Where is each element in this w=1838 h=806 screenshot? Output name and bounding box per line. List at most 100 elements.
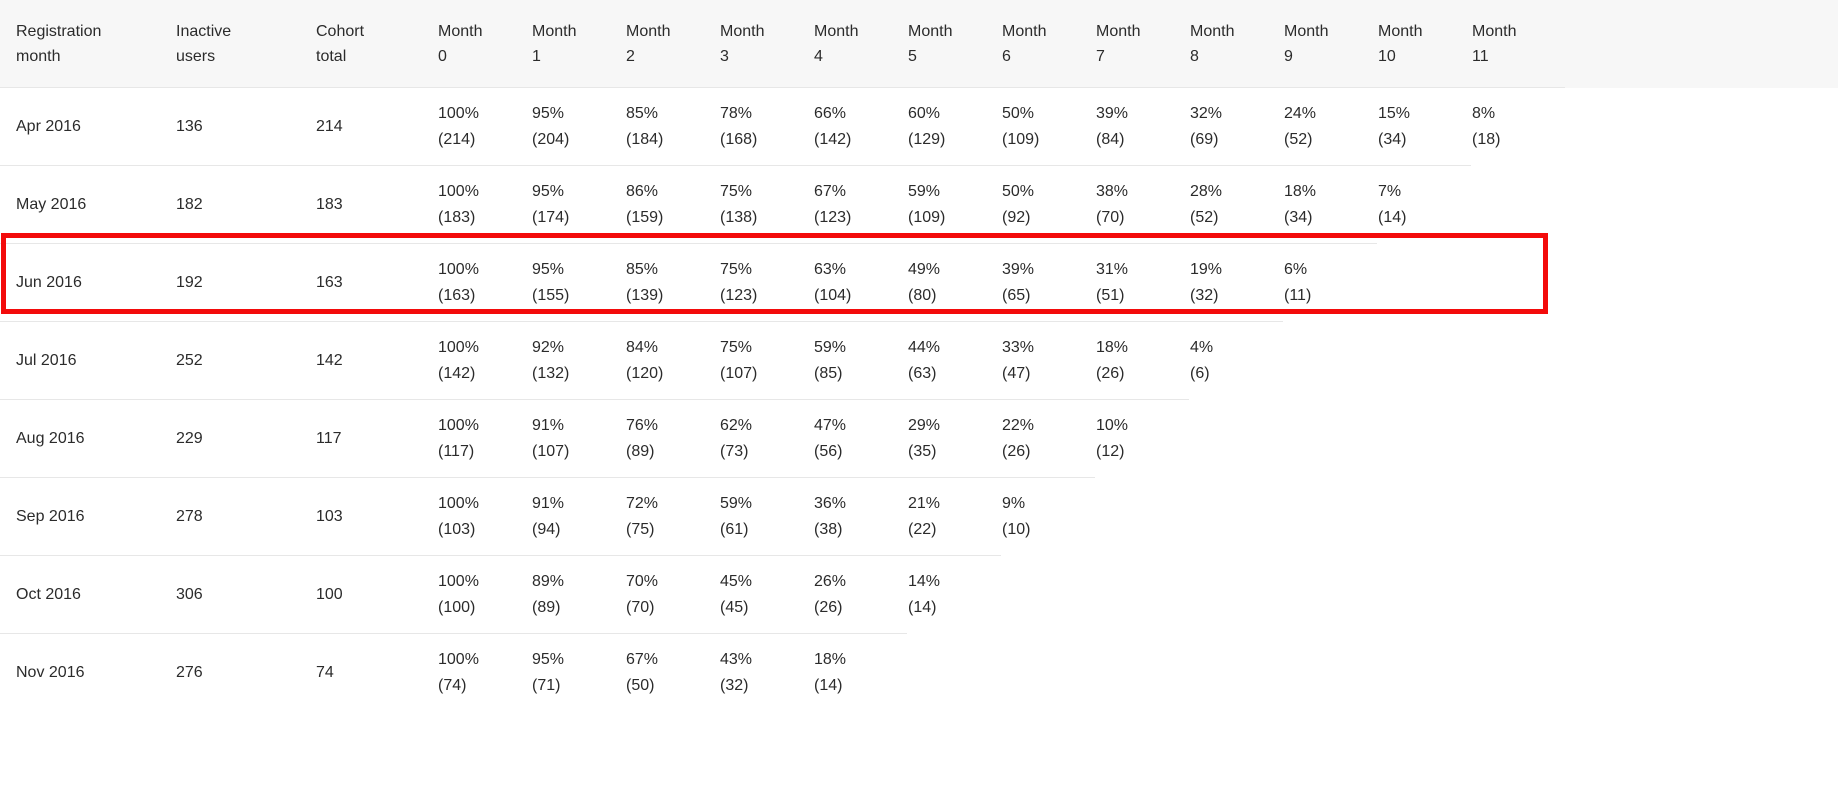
column-header: Month 7 bbox=[1095, 0, 1189, 88]
column-header: Inactive users bbox=[175, 0, 315, 88]
retention-cell: 75% (138) bbox=[719, 165, 813, 244]
inactive-users-cell: 276 bbox=[175, 633, 315, 711]
empty-cell bbox=[1471, 478, 1565, 556]
inactive-users-cell: 192 bbox=[175, 243, 315, 322]
retention-cell: 78% (168) bbox=[719, 87, 813, 166]
retention-cell: 26% (26) bbox=[813, 555, 907, 634]
empty-cell bbox=[1001, 556, 1095, 634]
column-header: Month 5 bbox=[907, 0, 1001, 88]
retention-cell: 59% (109) bbox=[907, 165, 1001, 244]
retention-cell: 50% (109) bbox=[1001, 87, 1095, 166]
empty-cell bbox=[1095, 634, 1189, 712]
retention-cell: 14% (14) bbox=[907, 555, 1001, 634]
cohort-total-cell: 103 bbox=[315, 477, 437, 556]
retention-cell: 100% (214) bbox=[437, 87, 531, 166]
retention-cell: 59% (61) bbox=[719, 477, 813, 556]
retention-cell: 36% (38) bbox=[813, 477, 907, 556]
cohort-row: Oct 2016 306 100 100% (100) 89% (89) 70% (70) 45%… bbox=[0, 555, 1838, 634]
retention-cell: 32% (69) bbox=[1189, 87, 1283, 166]
column-header-filler bbox=[1565, 0, 1838, 88]
cohort-retention-table: Registration month Inactive users Cohort tota… bbox=[0, 0, 1838, 712]
retention-cell: 85% (139) bbox=[625, 243, 719, 322]
empty-cell bbox=[1377, 478, 1471, 556]
registration-month-cell: Jun 2016 bbox=[0, 243, 175, 322]
retention-cell: 10% (12) bbox=[1095, 399, 1189, 478]
retention-cell: 91% (94) bbox=[531, 477, 625, 556]
inactive-users-cell: 182 bbox=[175, 165, 315, 244]
retention-cell: 66% (142) bbox=[813, 87, 907, 166]
registration-month-cell: Sep 2016 bbox=[0, 477, 175, 556]
column-header: Month 9 bbox=[1283, 0, 1377, 88]
retention-cell: 4% (6) bbox=[1189, 321, 1283, 400]
registration-month-cell: Aug 2016 bbox=[0, 399, 175, 478]
cohort-total-cell: 214 bbox=[315, 87, 437, 166]
retention-cell: 76% (89) bbox=[625, 399, 719, 478]
retention-cell: 47% (56) bbox=[813, 399, 907, 478]
retention-cell: 92% (132) bbox=[531, 321, 625, 400]
empty-cell bbox=[1283, 322, 1377, 400]
inactive-users-cell: 306 bbox=[175, 555, 315, 634]
empty-cell bbox=[1189, 478, 1283, 556]
registration-month-cell: Jul 2016 bbox=[0, 321, 175, 400]
retention-cell: 100% (142) bbox=[437, 321, 531, 400]
empty-cell bbox=[1377, 322, 1471, 400]
empty-cell bbox=[1283, 634, 1377, 712]
retention-cell: 100% (74) bbox=[437, 633, 531, 711]
column-header: Month 2 bbox=[625, 0, 719, 88]
inactive-users-cell: 278 bbox=[175, 477, 315, 556]
retention-cell: 100% (100) bbox=[437, 555, 531, 634]
empty-cell bbox=[1001, 634, 1095, 712]
retention-cell: 15% (34) bbox=[1377, 87, 1471, 166]
empty-cell bbox=[1283, 478, 1377, 556]
cohort-row: Sep 2016 278 103 100% (103) 91% (94) 72% (75) 59%… bbox=[0, 477, 1838, 556]
empty-cell bbox=[1189, 556, 1283, 634]
empty-cell bbox=[1189, 400, 1283, 478]
column-header: Cohort total bbox=[315, 0, 437, 88]
filler-cell bbox=[1565, 478, 1838, 556]
empty-cell bbox=[1377, 634, 1471, 712]
filler-cell bbox=[1565, 88, 1838, 166]
retention-cell: 18% (34) bbox=[1283, 165, 1377, 244]
retention-cell: 22% (26) bbox=[1001, 399, 1095, 478]
cohort-row: Aug 2016 229 117 100% (117) 91% (107) 76% (89) 62… bbox=[0, 399, 1838, 478]
table-body: Apr 2016 136 214 100% (214) 95% (204) 85% (184) 7… bbox=[0, 87, 1838, 712]
empty-cell bbox=[1283, 556, 1377, 634]
retention-cell: 62% (73) bbox=[719, 399, 813, 478]
inactive-users-cell: 252 bbox=[175, 321, 315, 400]
registration-month-cell: May 2016 bbox=[0, 165, 175, 244]
retention-cell: 6% (11) bbox=[1283, 243, 1377, 322]
empty-cell bbox=[1283, 400, 1377, 478]
registration-month-cell: Oct 2016 bbox=[0, 555, 175, 634]
retention-cell: 70% (70) bbox=[625, 555, 719, 634]
empty-cell bbox=[1471, 166, 1565, 244]
empty-cell bbox=[1471, 634, 1565, 712]
retention-cell: 7% (14) bbox=[1377, 165, 1471, 244]
retention-cell: 44% (63) bbox=[907, 321, 1001, 400]
header-row: Registration month Inactive users Cohort tota… bbox=[0, 0, 1838, 88]
empty-cell bbox=[1471, 244, 1565, 322]
retention-cell: 18% (14) bbox=[813, 633, 907, 711]
retention-cell: 63% (104) bbox=[813, 243, 907, 322]
retention-cell: 39% (84) bbox=[1095, 87, 1189, 166]
cohort-total-cell: 100 bbox=[315, 555, 437, 634]
column-header: Month 0 bbox=[437, 0, 531, 88]
filler-cell bbox=[1565, 556, 1838, 634]
empty-cell bbox=[1095, 556, 1189, 634]
column-header: Month 3 bbox=[719, 0, 813, 88]
cohort-row: Apr 2016 136 214 100% (214) 95% (204) 85% (184) 7… bbox=[0, 87, 1838, 166]
cohort-total-cell: 163 bbox=[315, 243, 437, 322]
empty-cell bbox=[907, 634, 1001, 712]
cohort-total-cell: 74 bbox=[315, 633, 437, 711]
filler-cell bbox=[1565, 166, 1838, 244]
retention-cell: 89% (89) bbox=[531, 555, 625, 634]
registration-month-cell: Apr 2016 bbox=[0, 87, 175, 166]
empty-cell bbox=[1377, 244, 1471, 322]
filler-cell bbox=[1565, 634, 1838, 712]
retention-cell: 72% (75) bbox=[625, 477, 719, 556]
retention-cell: 33% (47) bbox=[1001, 321, 1095, 400]
retention-cell: 67% (50) bbox=[625, 633, 719, 711]
retention-cell: 59% (85) bbox=[813, 321, 907, 400]
retention-cell: 75% (123) bbox=[719, 243, 813, 322]
empty-cell bbox=[1471, 322, 1565, 400]
filler-cell bbox=[1565, 244, 1838, 322]
